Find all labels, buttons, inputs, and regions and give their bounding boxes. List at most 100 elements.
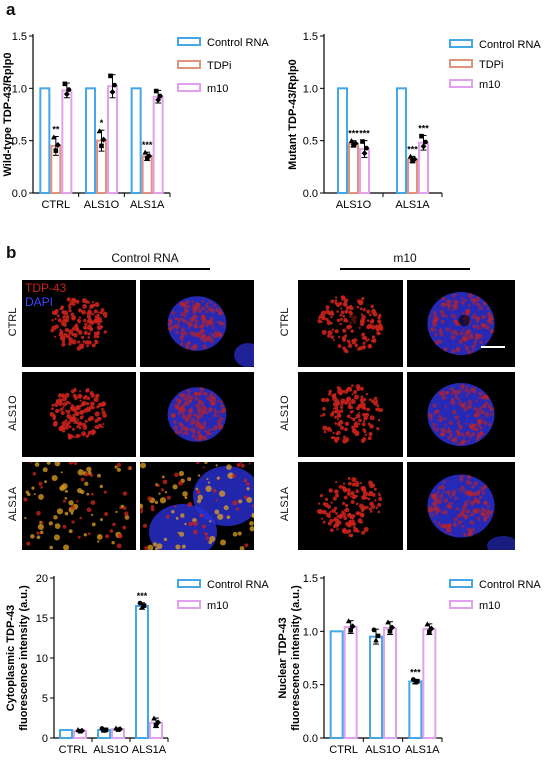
y-tick-label: 1.5 bbox=[303, 31, 318, 43]
legend-swatch bbox=[450, 80, 472, 87]
micrograph-row-label: ALS1A bbox=[7, 479, 19, 529]
nucleus-stain bbox=[320, 384, 383, 443]
micrograph-row-label: CTRL bbox=[279, 297, 291, 347]
legend-label: m10 bbox=[207, 83, 228, 95]
significance-label: *** bbox=[418, 123, 429, 133]
x-tick-label: ALS1O bbox=[336, 199, 372, 211]
x-tick-label: ALS1O bbox=[84, 199, 120, 211]
micrograph-tile bbox=[298, 462, 403, 550]
nucleus-stain bbox=[427, 475, 494, 538]
significance-label: ** bbox=[52, 124, 60, 134]
y-axis-label: Cytoplasmic TDP-43fluorescence intensity… bbox=[5, 585, 30, 731]
m10-title: m10 bbox=[340, 251, 470, 265]
bar bbox=[384, 628, 396, 738]
micrograph-tile bbox=[140, 280, 254, 367]
data-point bbox=[423, 140, 428, 145]
y-tick-label: 0.0 bbox=[303, 188, 318, 200]
wildtype-tdp43-chart: 0.00.51.01.5Wild-type TDP-43/Rplp0CTRL**… bbox=[0, 20, 270, 220]
data-point bbox=[108, 74, 113, 79]
legend-swatch bbox=[178, 61, 200, 68]
mutant-tdp43-chart: 0.00.51.01.5Mutant TDP-43/Rplp0ALS1O*** *… bbox=[272, 20, 550, 220]
dapi-stain-label: DAPI bbox=[25, 295, 53, 309]
control-rna-bar bbox=[80, 268, 210, 270]
x-tick-label: ALS1A bbox=[130, 199, 165, 211]
x-tick-label: ALS1O bbox=[93, 744, 129, 756]
micrograph-tile bbox=[140, 372, 254, 457]
data-point bbox=[376, 634, 381, 639]
bar bbox=[60, 730, 72, 738]
y-tick-label: 5 bbox=[42, 693, 48, 705]
legend-swatch bbox=[178, 601, 200, 608]
micrograph-row-label: ALS1O bbox=[7, 388, 19, 438]
micrograph-tile bbox=[22, 462, 136, 550]
data-point bbox=[360, 139, 365, 144]
y-axis-label: Nuclear TDP-43fluorescence intensity (a.… bbox=[277, 585, 302, 731]
y-tick-label: 1.5 bbox=[303, 573, 318, 585]
y-tick-label: 0.0 bbox=[12, 188, 27, 200]
y-tick-label: 1.5 bbox=[12, 31, 27, 43]
bar bbox=[345, 627, 357, 738]
legend-label: TDPi bbox=[207, 60, 231, 72]
panel-a-label: a bbox=[6, 0, 15, 20]
bar bbox=[62, 90, 71, 193]
significance-label: *** bbox=[348, 129, 359, 139]
legend-label: m10 bbox=[479, 79, 500, 91]
bar bbox=[423, 629, 435, 738]
bar bbox=[40, 88, 49, 193]
y-tick-label: 0.5 bbox=[303, 136, 318, 148]
y-tick-label: 1.0 bbox=[303, 626, 318, 638]
bar bbox=[132, 88, 141, 193]
legend-swatch bbox=[450, 580, 472, 587]
bar bbox=[408, 160, 417, 193]
y-tick-label: 0 bbox=[42, 733, 48, 745]
data-point bbox=[154, 89, 159, 94]
bar bbox=[338, 88, 347, 193]
micrograph-tile bbox=[298, 280, 403, 367]
micrograph-tile bbox=[22, 372, 136, 457]
y-tick-label: 20 bbox=[36, 573, 48, 585]
data-point bbox=[142, 603, 147, 608]
nucleus-stain bbox=[50, 297, 107, 351]
data-point bbox=[158, 94, 163, 99]
nucleus-stain bbox=[50, 388, 107, 440]
data-point bbox=[110, 89, 116, 95]
legend-swatch bbox=[178, 580, 200, 587]
legend-swatch bbox=[450, 40, 472, 47]
control-rna-title: Control RNA bbox=[80, 251, 210, 265]
significance-label: *** bbox=[142, 140, 153, 150]
significance-label: *** bbox=[137, 591, 148, 601]
significance-label: *** bbox=[407, 144, 418, 154]
x-tick-label: ALS1A bbox=[405, 744, 440, 756]
legend-label: Control RNA bbox=[207, 579, 269, 591]
micrograph-tile bbox=[298, 372, 403, 457]
data-point bbox=[112, 83, 117, 88]
micrograph-tile bbox=[140, 462, 254, 550]
legend-label: m10 bbox=[479, 600, 500, 612]
micrograph-tile bbox=[407, 372, 515, 457]
legend-label: Control RNA bbox=[479, 39, 541, 51]
bar bbox=[331, 631, 343, 738]
bar bbox=[143, 156, 152, 193]
significance-label: *** bbox=[410, 667, 421, 677]
micrograph-tile bbox=[407, 280, 515, 367]
x-tick-label: CTRL bbox=[329, 744, 358, 756]
nucleus-stain bbox=[317, 295, 383, 353]
bar bbox=[409, 681, 421, 738]
micrograph-row-label: CTRL bbox=[7, 297, 19, 347]
legend-label: m10 bbox=[207, 600, 228, 612]
legend-label: Control RNA bbox=[207, 37, 269, 49]
micrograph-tile bbox=[407, 462, 515, 550]
x-tick-label: ALS1A bbox=[395, 199, 430, 211]
data-point bbox=[66, 87, 71, 92]
legend-swatch bbox=[450, 601, 472, 608]
m10-bar bbox=[340, 268, 470, 270]
legend-label: TDPi bbox=[479, 59, 503, 71]
x-tick-label: ALS1A bbox=[132, 744, 167, 756]
y-tick-label: 1.0 bbox=[303, 83, 318, 95]
nucleus-stain bbox=[317, 477, 382, 537]
x-tick-label: CTRL bbox=[41, 199, 70, 211]
data-point bbox=[54, 148, 59, 153]
significance-label: * bbox=[100, 118, 104, 128]
cytoplasmic-tdp43-chart: 0 5 10 15 20 Cytoplasmic TDP-43fluorescence i… bbox=[0, 560, 272, 763]
nucleus-stain bbox=[168, 387, 227, 442]
